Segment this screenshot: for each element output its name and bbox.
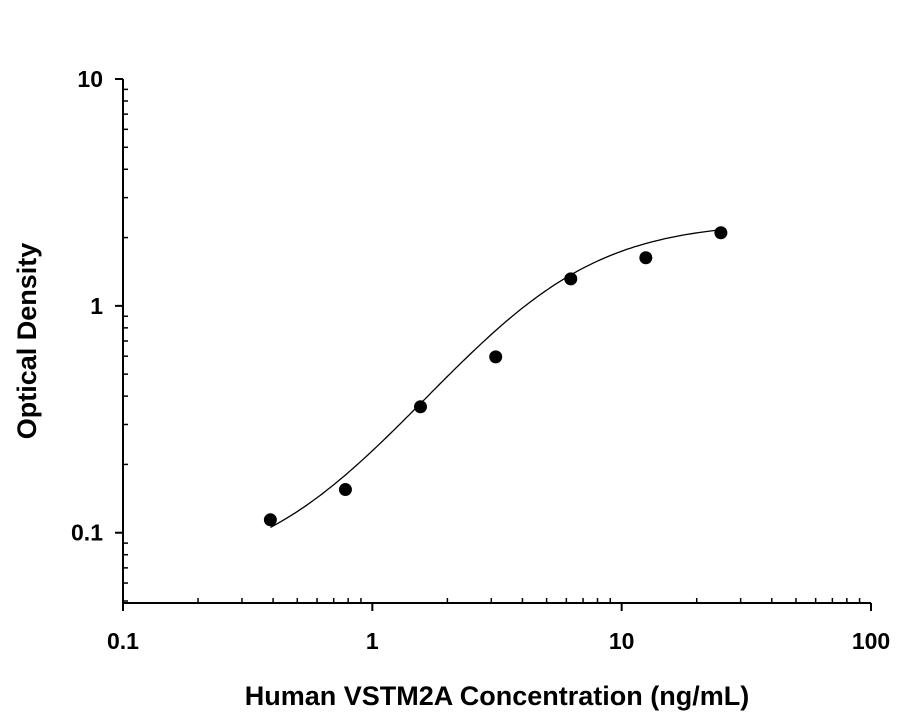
x-tick-label: 1	[366, 628, 379, 654]
data-point	[413, 400, 427, 414]
data-points	[263, 226, 728, 527]
axes	[122, 79, 871, 604]
data-point	[338, 483, 352, 497]
data-point	[489, 350, 503, 364]
data-point	[639, 251, 653, 265]
fit-curve	[270, 229, 721, 528]
y-tick-label: 0.1	[71, 520, 103, 546]
x-tick-label: 100	[852, 628, 890, 654]
y-tick-label: 10	[77, 66, 103, 92]
x-axis-label: Human VSTM2A Concentration (ng/mL)	[245, 681, 750, 711]
data-point	[263, 513, 277, 527]
y-axis-label: Optical Density	[12, 243, 42, 440]
data-point	[564, 272, 578, 286]
x-tick-label: 10	[609, 628, 635, 654]
y-tick-label: 1	[90, 293, 103, 319]
tick-group: 0.1 1 10 100 0.1 1 10	[71, 66, 890, 654]
data-point	[714, 226, 728, 240]
x-tick-label: 0.1	[107, 628, 139, 654]
